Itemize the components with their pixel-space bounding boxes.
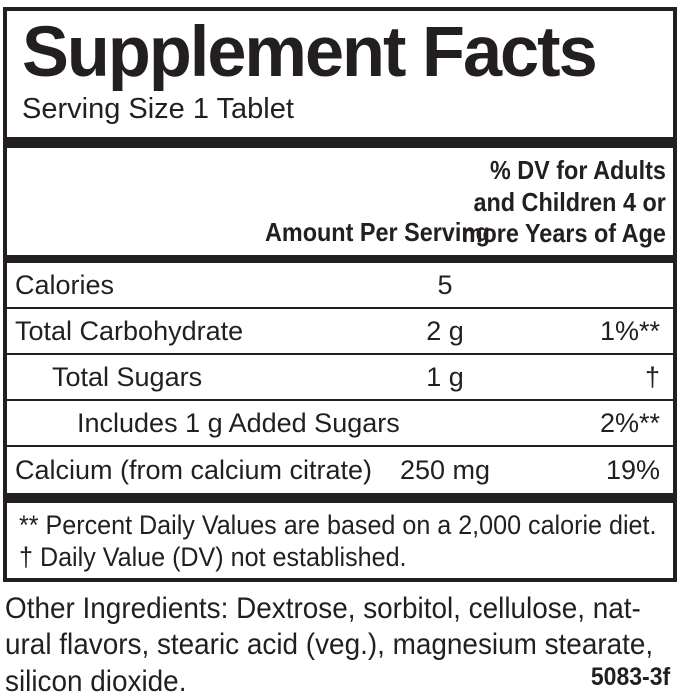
item-code: 5083-3f — [590, 663, 670, 691]
serving-size-text: Serving Size 1 Tablet — [22, 93, 294, 125]
column-header: Amount Per Serving % DV for Adults and C… — [7, 148, 673, 255]
divider-medium — [7, 255, 673, 263]
footnote-dagger: † Daily Value (DV) not established. — [19, 542, 407, 573]
supplement-facts-panel: Supplement Facts Serving Size 1 Tablet A… — [3, 7, 677, 582]
row-amount: 250 mg — [399, 454, 491, 485]
table-row-total-carbohydrate: Total Carbohydrate 2 g 1%** — [7, 309, 673, 355]
title-section: Supplement Facts Serving Size 1 Tablet — [7, 11, 673, 126]
divider-thick-bottom — [7, 493, 673, 503]
row-amount: 2 g — [426, 315, 464, 346]
ingredients-line: silicon dioxide. — [5, 664, 187, 698]
row-name: Total Carbohydrate — [15, 315, 244, 346]
row-name: Includes 1 g Added Sugars — [77, 407, 400, 438]
table-row-calcium: Calcium (from calcium citrate) 250 mg 19… — [7, 447, 673, 493]
ingredients-line: ural flavors, stearic acid (veg.), magne… — [5, 628, 654, 662]
daily-value-header-line: and Children 4 or — [473, 186, 666, 217]
row-name: Calcium (from calcium citrate) — [15, 454, 373, 485]
row-amount: 1 g — [426, 361, 464, 392]
page-title: Supplement Facts — [22, 13, 598, 92]
amount-per-serving-header: Amount Per Serving — [265, 217, 490, 247]
facts-table: Calories 5 Total Carbohydrate 2 g 1%** T… — [7, 263, 673, 493]
row-dv: † — [644, 361, 660, 392]
row-amount: 5 — [437, 269, 453, 300]
daily-value-header-line: % DV for Adults — [490, 154, 666, 185]
table-row-added-sugars: Includes 1 g Added Sugars 2%** — [7, 401, 673, 447]
row-name: Calories — [15, 269, 115, 300]
ingredients-line: Other Ingredients: Dextrose, sorbitol, c… — [5, 592, 641, 625]
other-ingredients: Other Ingredients: Dextrose, sorbitol, c… — [5, 591, 677, 698]
row-dv: 1%** — [599, 315, 660, 346]
row-dv: 2%** — [599, 407, 660, 438]
row-name: Total Sugars — [52, 361, 203, 392]
table-row-total-sugars: Total Sugars 1 g † — [7, 355, 673, 401]
daily-value-header: % DV for Adults and Children 4 or more Y… — [462, 155, 666, 250]
divider-thick-top — [7, 137, 673, 148]
table-row-calories: Calories 5 — [7, 263, 673, 309]
daily-value-header-line: more Years of Age — [461, 218, 666, 249]
footnote-percent-dv: ** Percent Daily Values are based on a 2… — [19, 510, 657, 540]
footnotes: ** Percent Daily Values are based on a 2… — [7, 503, 673, 574]
row-dv: 19% — [605, 454, 660, 485]
